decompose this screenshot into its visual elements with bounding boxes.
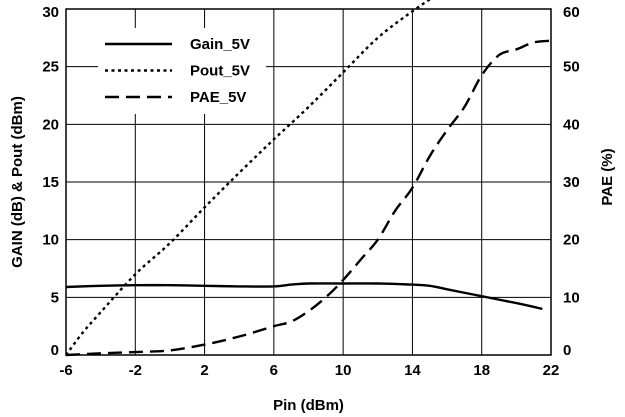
y-left-tick-label: 10 — [42, 232, 59, 249]
legend-label: Gain_5V — [190, 36, 250, 53]
legend: Gain_5V Pout_5V PAE_5V — [98, 28, 266, 114]
y-right-tick-label: 20 — [563, 232, 580, 249]
x-tick-label: 6 — [270, 362, 278, 379]
series-line-pout-5v — [65, 0, 431, 356]
y-left-tick-label: 25 — [42, 59, 59, 76]
y-left-tick-label: 0 — [51, 342, 59, 359]
x-tick-label: -6 — [59, 362, 72, 379]
x-tick-label: 10 — [335, 362, 352, 379]
x-tick-label: -2 — [129, 362, 142, 379]
y-left-tick-label: 30 — [42, 4, 59, 21]
x-tick-label: 22 — [543, 362, 560, 379]
y-right-tick-label: 0 — [563, 342, 571, 359]
x-tick-label: 2 — [200, 362, 208, 379]
x-axis-label: Pin (dBm) — [273, 397, 344, 414]
y-right-tick-label: 30 — [563, 174, 580, 191]
y-right-tick-label: 50 — [563, 59, 580, 76]
series-line-pae-5v — [65, 39, 552, 357]
y-left-axis-label: GAIN (dB) & Pout (dBm) — [9, 96, 26, 268]
y-right-tick-label: 60 — [563, 4, 580, 21]
y-left-tick-label: 5 — [51, 289, 59, 306]
y-right-axis-label: PAE (%) — [599, 148, 616, 205]
y-right-tick-label: 10 — [563, 289, 580, 306]
y-left-tick-label: 15 — [42, 174, 59, 191]
legend-label: PAE_5V — [190, 89, 246, 106]
series-line-gain-5v — [65, 282, 543, 311]
plot-frame — [65, 8, 552, 356]
x-tick-label: 18 — [473, 362, 490, 379]
series-layer — [65, 0, 552, 357]
y-left-tick-label: 20 — [42, 116, 59, 133]
legend-label: Pout_5V — [190, 63, 250, 80]
y-right-tick-label: 40 — [563, 116, 580, 133]
x-tick-label: 14 — [404, 362, 421, 379]
